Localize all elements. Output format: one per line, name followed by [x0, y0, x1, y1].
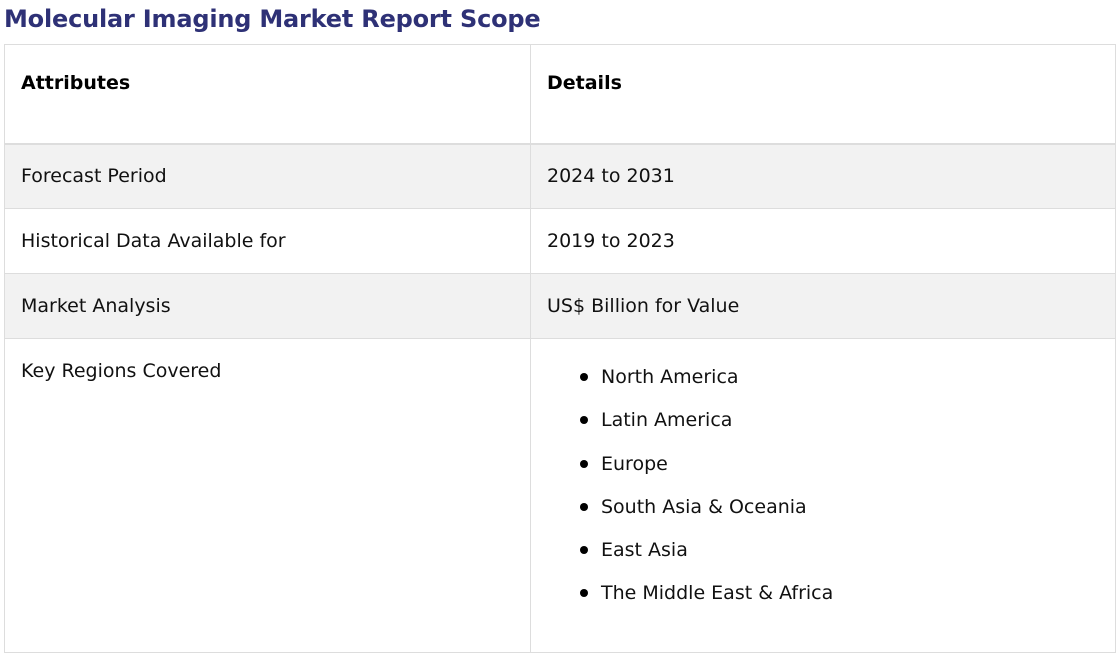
bullet-icon [580, 459, 588, 468]
header-details: Details [530, 44, 1116, 145]
region-label: Latin America [601, 409, 733, 432]
region-label: North America [601, 366, 739, 388]
attribute-cell: Key Regions Covered [4, 338, 531, 653]
list-item: North America [580, 363, 1115, 406]
bullet-icon [580, 502, 588, 511]
attribute-cell: Forecast Period [4, 143, 531, 209]
table-row: Forecast Period 2024 to 2031 [4, 143, 1116, 209]
list-item: Europe [580, 450, 1115, 493]
detail-cell: North America Latin America Europe South… [530, 338, 1116, 653]
bullet-icon [580, 589, 588, 598]
list-item: East Asia [580, 536, 1115, 579]
attribute-cell: Historical Data Available for [4, 208, 531, 274]
list-item: The Middle East & Africa [580, 579, 1115, 622]
region-label: East Asia [601, 539, 688, 562]
region-label: South Asia & Oceania [601, 495, 807, 518]
table-row: Market Analysis US$ Billion for Value [4, 273, 1116, 339]
report-scope-table: Attributes Details Forecast Period 2024 … [4, 44, 1116, 653]
bullet-icon [580, 416, 588, 425]
regions-list: North America Latin America Europe South… [547, 363, 1115, 623]
list-item: South Asia & Oceania [580, 493, 1115, 536]
bullet-icon [580, 546, 588, 555]
detail-cell: 2024 to 2031 [530, 143, 1116, 209]
header-attributes: Attributes [4, 44, 531, 145]
detail-cell: US$ Billion for Value [530, 273, 1116, 339]
table-row: Historical Data Available for 2019 to 20… [4, 208, 1116, 274]
attribute-cell: Market Analysis [4, 273, 531, 339]
table-header-row: Attributes Details [4, 44, 1116, 145]
list-item: Latin America [580, 406, 1115, 449]
detail-cell: 2019 to 2023 [530, 208, 1116, 274]
region-label: Europe [601, 452, 668, 475]
table-row: Key Regions Covered North America Latin … [4, 338, 1116, 653]
page-title: Molecular Imaging Market Report Scope [4, 5, 541, 33]
bullet-icon [580, 373, 588, 381]
region-label: The Middle East & Africa [601, 582, 834, 605]
